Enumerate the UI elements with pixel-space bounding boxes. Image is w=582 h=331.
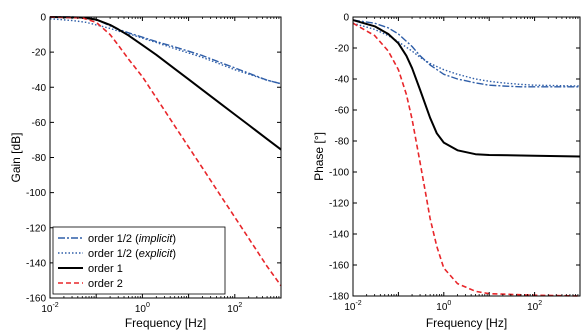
y-tick-label: -100 [26, 188, 46, 199]
y-tick-label: -180 [329, 292, 349, 303]
x-tick-label: 100 [436, 300, 451, 313]
y-tick-label: -80 [335, 137, 350, 148]
y-tick-label: -20 [32, 48, 47, 59]
y-tick-label: -120 [26, 223, 46, 234]
y-tick-label: -160 [329, 261, 349, 272]
y-axis-label: Gain [dB] [9, 132, 23, 182]
series-line-order-1-2-explicit [352, 22, 581, 87]
plot-frame [352, 16, 581, 297]
x-tick-label: 10-2 [41, 302, 58, 315]
series-line-order-1 [352, 19, 581, 158]
legend-label: order 2 [88, 278, 123, 290]
y-tick-label: -120 [329, 199, 349, 210]
series-line-order-2 [352, 22, 581, 297]
y-tick-label: -60 [335, 106, 350, 117]
legend-label: order 1/2 (explicit) [88, 248, 176, 260]
legend: order 1/2 (implicit) order 1/2 (explicit)… [52, 226, 226, 295]
series-line-order-1-2-implicit [352, 19, 580, 88]
y-tick-label: -160 [26, 294, 46, 305]
y-tick-label: -20 [335, 44, 350, 55]
series-line-order-1 [49, 16, 282, 151]
y-tick-label: -80 [32, 153, 47, 164]
series-line-order-1-2-implicit [50, 16, 282, 85]
y-tick-label: -140 [329, 230, 349, 241]
x-axis-label: Frequency [Hz] [426, 316, 507, 330]
x-tick-label: 102 [227, 302, 242, 315]
y-tick-label: 0 [343, 13, 349, 24]
x-axis-label: Frequency [Hz] [125, 316, 206, 330]
series-line-order-1-2-explicit [49, 18, 282, 85]
y-tick-label: -140 [26, 258, 46, 269]
y-tick-label: -60 [32, 118, 47, 129]
legend-label: order 1/2 (implicit) [88, 233, 176, 245]
x-tick-label: 100 [135, 302, 150, 315]
x-tick-label: 102 [527, 300, 542, 313]
y-tick-label: -40 [335, 75, 350, 86]
y-tick-label: 0 [40, 13, 46, 24]
legend-label: order 1 [88, 263, 123, 275]
y-tick-label: -100 [329, 168, 349, 179]
x-tick-label: 10-2 [344, 300, 361, 313]
y-tick-label: -40 [32, 83, 47, 94]
series-line-order-2 [49, 16, 282, 287]
y-axis-label: Phase [°] [312, 132, 326, 181]
